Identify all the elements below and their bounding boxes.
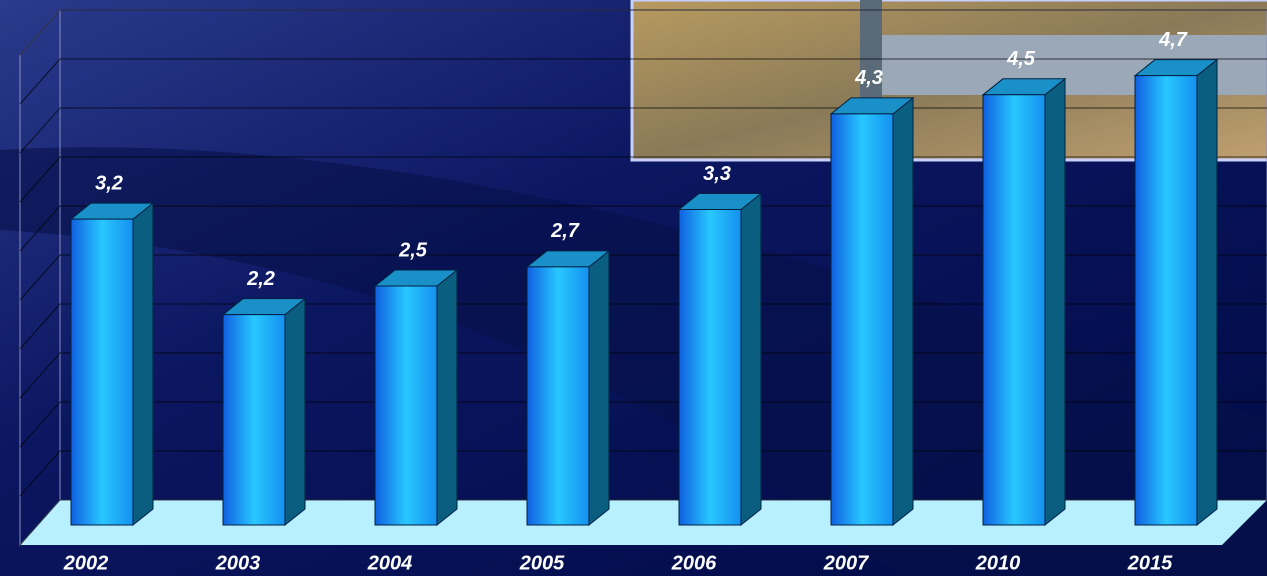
bar-side xyxy=(132,202,154,527)
x-tick-label: 2010 xyxy=(975,552,1021,574)
bar-side xyxy=(740,192,762,527)
bar-front xyxy=(374,285,438,526)
x-tick-label: 2005 xyxy=(519,552,565,574)
bar-side xyxy=(284,297,306,527)
bar-front xyxy=(526,266,590,526)
bar xyxy=(981,77,1067,527)
value-label: 3,2 xyxy=(95,172,123,194)
bar xyxy=(1133,58,1219,527)
bar-front xyxy=(70,218,134,526)
bar-side xyxy=(436,268,458,527)
bar xyxy=(525,249,611,527)
value-label: 4,5 xyxy=(1006,48,1036,70)
bar-side xyxy=(588,249,610,527)
bar-side xyxy=(1196,58,1218,527)
x-tick-label: 2003 xyxy=(215,552,261,574)
floor xyxy=(20,500,1267,545)
bar xyxy=(69,202,155,527)
x-tick-label: 2007 xyxy=(823,552,869,574)
bar-front xyxy=(830,113,894,526)
x-tick-label: 2002 xyxy=(63,552,109,574)
bar xyxy=(221,297,307,527)
value-label: 4,7 xyxy=(1158,29,1188,51)
bar-side xyxy=(1044,77,1066,527)
grid-line xyxy=(19,9,1267,56)
x-tick-label: 2015 xyxy=(1127,552,1173,574)
bar-side xyxy=(892,96,914,527)
bar xyxy=(373,268,459,527)
value-label: 2,5 xyxy=(398,239,428,261)
value-label: 2,2 xyxy=(246,268,275,290)
grid-line xyxy=(19,58,1267,105)
x-tick-label: 2004 xyxy=(367,552,413,574)
bar xyxy=(677,192,763,527)
value-label: 2,7 xyxy=(550,220,580,242)
x-tick-label: 2006 xyxy=(671,552,717,574)
value-label: 3,3 xyxy=(703,163,731,185)
bar-front xyxy=(982,94,1046,526)
value-label: 4,3 xyxy=(854,67,883,89)
background-swoosh xyxy=(0,147,1267,576)
bar-front xyxy=(678,209,742,526)
bar-front xyxy=(222,314,286,526)
bar xyxy=(829,96,915,527)
bar-front xyxy=(1134,75,1198,526)
